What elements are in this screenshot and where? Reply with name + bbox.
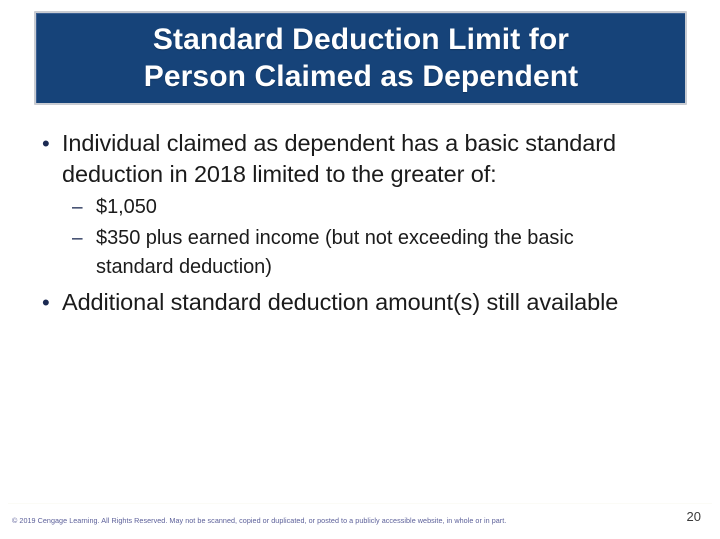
sub-bullet-text: $350 plus earned income (but not exceedi… [96, 227, 574, 278]
sub-bullet-item: – $350 plus earned income (but not excee… [72, 224, 696, 282]
page-title: Standard Deduction Limit for Person Clai… [130, 22, 593, 95]
page-title-line-2: Person Claimed as Dependent [143, 59, 579, 93]
page-number: 20 [686, 509, 701, 524]
sub-bullet-text: $1,050 [96, 196, 157, 218]
bullet-item: • Individual claimed as dependent has a … [36, 128, 696, 190]
sub-bullet-list: – $1,050 – $350 plus earned income (but … [72, 193, 696, 282]
bullet-dot-icon: • [42, 290, 50, 315]
sub-bullet-item: – $1,050 [72, 193, 696, 222]
sub-bullet-dash-icon: – [72, 228, 83, 249]
page-title-line-1: Standard Deduction Limit for [152, 22, 570, 56]
bullet-text: Individual claimed as dependent has a ba… [62, 130, 616, 187]
slide-body: • Individual claimed as dependent has a … [36, 128, 696, 320]
footer-divider [8, 503, 712, 504]
bullet-item: • Additional standard deduction amount(s… [36, 287, 696, 318]
sub-bullet-dash-icon: – [72, 197, 83, 218]
bullet-text: Additional standard deduction amount(s) … [62, 289, 619, 315]
slide-title-banner: Standard Deduction Limit for Person Clai… [36, 13, 685, 103]
footer-copyright: © 2019 Cengage Learning. All Rights Rese… [12, 516, 507, 525]
bullet-dot-icon: • [42, 131, 50, 156]
